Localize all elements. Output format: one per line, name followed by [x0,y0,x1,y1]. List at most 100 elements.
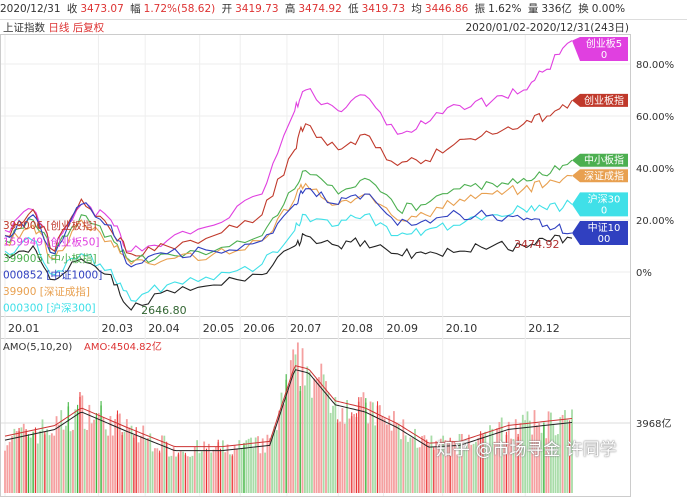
legend-entry: 399006 [创业板指] [3,219,97,232]
legend-entry: 399005 [中小板指] [3,252,97,265]
volume-bar [304,385,306,493]
volume-bar [552,423,555,493]
volume-bar [15,431,18,493]
volume-bar [500,417,503,493]
volume-bar [362,392,365,493]
volume-bar [46,429,49,493]
volume-bar [348,418,351,493]
volume-bar [161,435,163,493]
volume-bar [13,428,16,493]
volume-bar [198,453,201,493]
volume-bar [252,448,255,493]
volume-bar [118,413,121,493]
volume-bar [557,434,559,493]
volume-bar [275,430,278,493]
volume-bar [437,444,440,493]
volume-bar [538,423,541,493]
volume-bar [57,424,60,493]
volume-bar [221,440,224,493]
volume-bar [414,428,416,493]
volume-bar [147,438,149,493]
index-name[interactable]: 上证指数 [3,22,45,34]
volume-bar [203,441,206,493]
volume-bar [418,447,421,493]
volume-bar [62,429,65,493]
volume-indicator-value: AMO:4504.82亿 [84,340,162,353]
y-tick-label: 80.00% [636,60,674,71]
volume-bar [332,405,334,493]
volume-bar [393,411,395,493]
series-end-tag [572,37,628,61]
volume-bar [280,392,283,493]
volume-bar [50,433,53,493]
quote-bar: 2020/12/31 收 3473.07 幅 1.72%(58.62) 开 3419.… [0,0,687,20]
volume-bar [271,434,273,493]
volume-bar [226,444,229,493]
volume-bar [72,429,74,493]
volume-bar [8,441,11,493]
volume-bar [210,452,213,493]
volume-bar [287,385,290,493]
volume-bar [446,440,449,493]
volume-bar [386,424,388,493]
volume-bar [22,423,25,493]
volume-bar [41,419,44,493]
avg-value: 3446.86 [424,3,469,15]
series-end-tag-label: 创业板指 [584,94,624,107]
volume-bar [20,427,23,493]
volume-bar [404,435,407,493]
volume-ma-line [4,365,573,448]
volume-bar [107,435,109,493]
volume-bar [463,449,466,493]
volume-bar [503,442,505,493]
volume-bar [341,408,344,493]
volume-bar [238,440,241,493]
volume-bar [168,456,170,493]
volume-bar [456,454,459,493]
volume-bar [88,404,91,493]
volume-bar [39,430,42,493]
volume-bar [491,428,494,493]
volume-bar [526,411,529,493]
volume-bar [451,440,454,493]
watermark: 知乎 @市场寻金 许同学 [436,440,617,460]
high-value: 3474.92 [298,3,342,15]
volume-bar [381,416,384,493]
volume-bar [514,419,517,493]
volume-bar [423,435,426,493]
x-tick-label: 20.08 [341,322,373,335]
volume-bar [329,412,332,493]
volume-bar [315,379,318,493]
volume-bar [254,437,257,493]
volume-bar [311,397,313,493]
volume-bar [531,434,534,493]
series-line [4,159,573,264]
volume-bar [81,395,84,493]
volume-bar [69,431,72,493]
series-end-tag [572,169,628,183]
volume-bar [191,455,194,493]
volume-bar [48,435,51,493]
volume-bar [524,420,527,493]
amp-value: 1.62% [488,3,522,15]
series-end-tag-label: 0 [601,50,607,61]
series-end-tag [572,221,628,245]
volume-bar [154,448,156,493]
chart-subheader: 上证指数 日线 后复权 [3,20,104,35]
adjust-selector[interactable]: 后复权 [72,22,105,34]
volume-bar [318,377,320,493]
volume-bar [229,454,231,493]
price-annotation: 3474.92 [514,238,560,251]
series-line [4,174,573,266]
volume-bar [421,436,423,493]
volume-bar [212,449,215,493]
period-selector[interactable]: 日线 [48,22,70,34]
volume-bar [65,425,67,493]
volume-bar [93,419,95,493]
x-tick-label: 20.05 [203,322,235,335]
series-end-tag-label: 中证10 [588,221,621,234]
y-tick-label: 60.00% [636,112,674,123]
volume-bar [144,438,147,493]
y-tick-label: 0% [636,268,652,279]
